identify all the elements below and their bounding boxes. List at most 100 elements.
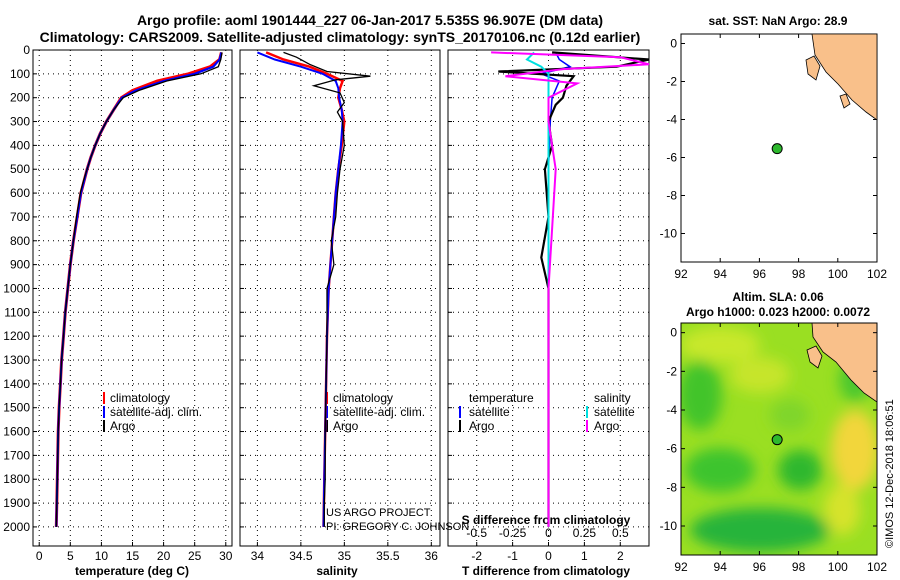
map-x-tick-label: 100 xyxy=(828,560,848,574)
sst-map-panel: sat. SST: NaN Argo: 28.9 92 94 96 98 100 102 0… xyxy=(660,14,888,281)
legend-salinity-title: salinity xyxy=(594,391,631,405)
map-x-tick-label: 94 xyxy=(714,560,728,574)
x-tick-label: -1 xyxy=(507,549,518,563)
legend-s-argo-label: Argo xyxy=(594,419,620,433)
s-diff-tick-label: -0.5 xyxy=(466,526,487,540)
y-tick-label: 1100 xyxy=(4,305,30,319)
legend-satellite-label: satellite-adj. clim. xyxy=(110,405,202,419)
map-y-tick-label: -2 xyxy=(666,364,677,378)
map-x-tick-label: 96 xyxy=(753,560,767,574)
map-y-tick-label: 0 xyxy=(670,326,677,340)
map-y-tick-label: -4 xyxy=(666,113,677,127)
legend-argo-label: Argo xyxy=(333,419,359,433)
argo-float-marker xyxy=(771,143,783,155)
series-line-s-satellite xyxy=(525,51,550,527)
y-tick-label: 1800 xyxy=(3,472,30,486)
map-x-tick-label: 102 xyxy=(867,560,887,574)
y-tick-label: 1000 xyxy=(3,281,30,295)
y-tick-label: 1900 xyxy=(3,496,30,510)
legend-s-satellite-label: satellite xyxy=(594,405,635,419)
x-tick-label: 0 xyxy=(545,549,552,563)
x-tick-label: 30 xyxy=(219,549,233,563)
x-tick-label: 34 xyxy=(251,549,265,563)
temperature-frame xyxy=(32,49,233,547)
s-difference-xlabel: S difference from climatology xyxy=(462,513,631,527)
salinity-frame xyxy=(239,49,441,547)
x-tick-label: 20 xyxy=(157,549,171,563)
legend-t-argo-label: Argo xyxy=(469,419,495,433)
sla-map-frame xyxy=(680,322,878,556)
map-y-tick-label: -8 xyxy=(666,189,677,203)
y-tick-label: 1500 xyxy=(3,401,30,415)
footer-stamp: ©IMOS 12-Dec-2018 18:06:51 xyxy=(884,399,896,548)
x-tick-label: 15 xyxy=(126,549,140,563)
map-y-tick-label: -10 xyxy=(660,519,678,533)
s-diff-tick-label: 0.25 xyxy=(573,526,597,540)
legend-t-satellite-label: satellite xyxy=(469,405,510,419)
y-tick-label: 1300 xyxy=(3,353,30,367)
s-diff-tick-label: 0 xyxy=(545,526,552,540)
temperature-legend: climatology satellite-adj. clim. Argo xyxy=(103,391,202,433)
map-x-tick-label: 98 xyxy=(792,560,806,574)
sst-land xyxy=(811,33,878,121)
y-tick-label: 900 xyxy=(10,258,30,272)
x-tick-label: 36 xyxy=(425,549,439,563)
map-y-tick-label: -2 xyxy=(666,75,677,89)
map-x-tick-label: 94 xyxy=(714,267,728,281)
series-line-argo xyxy=(55,52,223,527)
y-tick-label: 500 xyxy=(10,162,30,176)
x-tick-label: 25 xyxy=(188,549,202,563)
y-tick-label: 700 xyxy=(10,210,30,224)
x-tick-label: 5 xyxy=(67,549,74,563)
salinity-diff-legend: salinity satellite Argo xyxy=(586,391,635,433)
legend-climatology-label: climatology xyxy=(333,391,393,405)
x-tick-label: 0 xyxy=(36,549,43,563)
temperature-diff-legend: temperature satellite Argo xyxy=(459,391,534,433)
map-x-tick-label: 92 xyxy=(674,267,688,281)
sla-land xyxy=(811,323,877,403)
map-x-tick-label: 92 xyxy=(674,560,688,574)
x-tick-label: 2 xyxy=(617,549,624,563)
legend-climatology-label: climatology xyxy=(110,391,170,405)
map-y-tick-label: -6 xyxy=(666,151,677,165)
y-tick-label: 1200 xyxy=(3,329,30,343)
s-diff-tick-label: -0.25 xyxy=(499,526,527,540)
x-tick-label: -2 xyxy=(471,549,482,563)
sla-map-title2: Argo h1000: 0.023 h2000: 0.0072 xyxy=(686,305,870,319)
x-tick-label: 35 xyxy=(338,549,352,563)
project-note: US ARGO PROJECT xyxy=(326,507,431,519)
y-tick-label: 0 xyxy=(23,43,30,57)
x-tick-label: 34.5 xyxy=(289,549,313,563)
map-y-tick-label: -4 xyxy=(666,403,677,417)
temperature-panel: temperature (deg C) climatology satellit… xyxy=(3,43,232,578)
legend-temperature-title: temperature xyxy=(469,391,534,405)
map-x-tick-label: 100 xyxy=(828,267,848,281)
map-y-tick-label: -6 xyxy=(666,442,677,456)
y-tick-label: 1600 xyxy=(3,425,30,439)
y-tick-label: 300 xyxy=(10,115,30,129)
title-line1: Argo profile: aoml 1901444_227 06-Jan-20… xyxy=(137,12,603,28)
s-diff-tick-label: 0.5 xyxy=(612,526,629,540)
y-tick-label: 1700 xyxy=(3,448,30,462)
y-tick-label: 600 xyxy=(10,186,30,200)
legend-argo-label: Argo xyxy=(110,419,136,433)
series-line-s-argo xyxy=(491,51,650,527)
y-tick-label: 100 xyxy=(10,67,30,81)
series-line-t-satellite xyxy=(538,52,572,527)
map-x-tick-label: 96 xyxy=(753,267,767,281)
map-y-tick-label: 0 xyxy=(670,37,677,51)
map-y-tick-label: -10 xyxy=(660,227,678,241)
y-tick-label: 800 xyxy=(10,234,30,248)
argo-float-marker xyxy=(771,434,783,446)
sst-island xyxy=(805,55,821,81)
salinity-panel: salinity climatology satellite-adj. clim… xyxy=(239,49,469,578)
series-line-argo xyxy=(283,51,371,527)
pi-note: PI: GREGORY C. JOHNSON xyxy=(326,521,469,533)
x-tick-label: 1 xyxy=(581,549,588,563)
map-x-tick-label: 98 xyxy=(792,267,806,281)
difference-panel: T difference from climatology S differen… xyxy=(447,49,650,578)
map-x-tick-label: 102 xyxy=(867,267,887,281)
y-tick-label: 200 xyxy=(10,91,30,105)
temperature-xlabel: temperature (deg C) xyxy=(75,564,189,578)
